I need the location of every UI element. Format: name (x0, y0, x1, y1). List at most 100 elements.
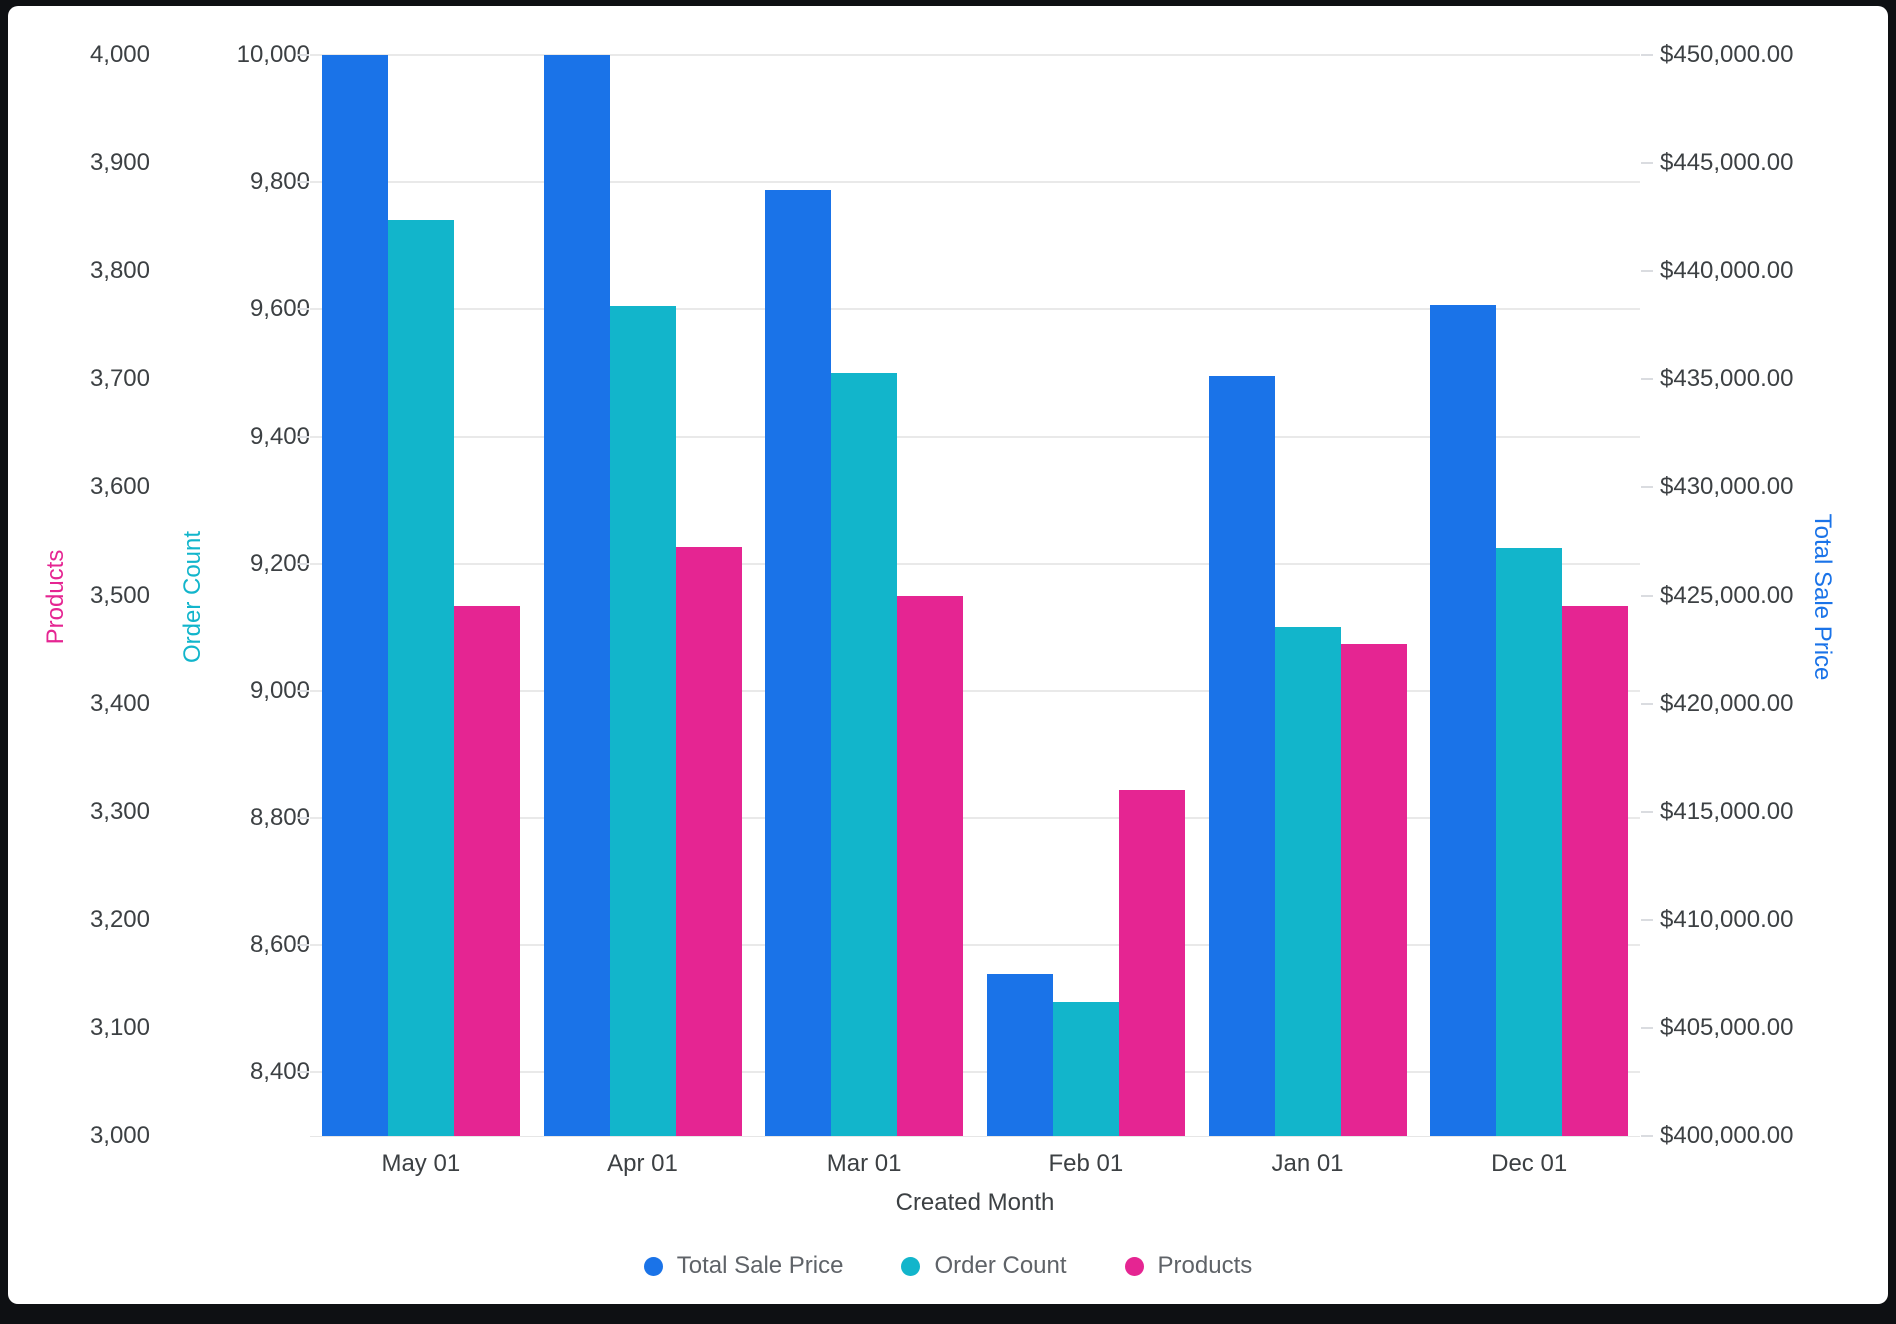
tick-label-orders: 8,800 (249, 804, 310, 832)
tick-label-products: 3,100 (89, 1013, 150, 1041)
tick-label-sale: $440,000.00 (1660, 257, 1794, 285)
tick-label-orders: 8,400 (249, 1058, 310, 1086)
tick-label-sale: $425,000.00 (1660, 581, 1794, 609)
tick-mark-sale (1641, 270, 1653, 273)
x-axis-title: Created Month (895, 1189, 1055, 1216)
tick-label-sale: $410,000.00 (1660, 905, 1794, 933)
gridline (310, 562, 1640, 565)
bar-products[interactable] (675, 546, 742, 1136)
legend-label: Total Sale Price (676, 1252, 844, 1279)
bar-products[interactable] (1340, 644, 1407, 1136)
tick-label-orders: 9,600 (249, 295, 310, 323)
tick-label-sale: $400,000.00 (1660, 1122, 1794, 1149)
tick-label-sale: $415,000.00 (1660, 797, 1794, 825)
bar-order-count[interactable] (1052, 1002, 1119, 1136)
tick-mark-orders (297, 308, 309, 311)
x-tick-label-feb-01: Feb 01 (1048, 1150, 1124, 1177)
tick-label-orders: 10,000 (236, 41, 310, 68)
bar-group-jan-01 (1197, 55, 1419, 1136)
bar-total-sale-price[interactable] (543, 55, 610, 1136)
bar-order-count[interactable] (831, 372, 898, 1136)
tick-label-products: 3,800 (89, 257, 150, 285)
tick-mark-sale (1641, 810, 1653, 813)
tick-label-products: 3,400 (89, 689, 150, 717)
legend-item-total-sale-price[interactable]: Total Sale Price (643, 1252, 844, 1280)
bar-group-mar-01 (753, 55, 975, 1136)
bar-group-dec-01 (1418, 55, 1640, 1136)
tick-mark-orders (297, 944, 309, 947)
bar-group-may-01 (310, 55, 532, 1136)
x-tick-label-jan-01: Jan 01 (1271, 1150, 1344, 1177)
bar-order-count[interactable] (1274, 627, 1341, 1136)
x-tick-label-dec-01: Dec 01 (1491, 1150, 1568, 1177)
legend-label: Products (1157, 1252, 1253, 1279)
bar-products[interactable] (1562, 606, 1629, 1136)
bars-layer (310, 55, 1640, 1136)
tick-label-sale: $430,000.00 (1660, 473, 1794, 501)
bar-total-sale-price[interactable] (986, 973, 1053, 1136)
gridline (310, 54, 1640, 56)
legend: Total Sale Price Order Count Products (0, 1252, 1896, 1280)
x-tick-label-may-01: May 01 (381, 1150, 461, 1177)
gridline (310, 1071, 1640, 1074)
bar-order-count[interactable] (387, 220, 454, 1136)
gridline (310, 944, 1640, 947)
tick-label-products: 3,900 (89, 149, 150, 177)
legend-item-products[interactable]: Products (1124, 1252, 1253, 1280)
tick-label-sale: $420,000.00 (1660, 689, 1794, 717)
tick-mark-sale (1641, 162, 1653, 165)
tick-mark-orders (297, 1071, 309, 1074)
tick-label-orders: 8,600 (249, 931, 310, 959)
tick-label-orders: 9,000 (249, 676, 310, 704)
bar-total-sale-price[interactable] (321, 55, 388, 1136)
tick-label-products: 3,300 (89, 797, 150, 825)
bar-total-sale-price[interactable] (1430, 304, 1497, 1136)
gridline (310, 435, 1640, 438)
tick-label-products: 3,500 (89, 581, 150, 609)
bar-order-count[interactable] (609, 306, 676, 1136)
bar-products[interactable] (897, 595, 964, 1136)
tick-mark-sale (1641, 1026, 1653, 1029)
bar-products[interactable] (453, 606, 520, 1136)
x-tick-label-apr-01: Apr 01 (607, 1150, 678, 1177)
tick-label-products: 3,200 (89, 905, 150, 933)
tick-mark-orders (297, 181, 309, 184)
tick-label-products: 3,700 (89, 365, 150, 393)
tick-mark-orders (297, 817, 309, 820)
tick-mark-sale (1641, 1135, 1653, 1137)
tick-mark-orders (297, 54, 309, 56)
tick-label-orders: 9,800 (249, 168, 310, 196)
legend-item-order-count[interactable]: Order Count (901, 1252, 1067, 1280)
tick-label-products: 3,600 (89, 473, 150, 501)
legend-dot-total-sale-price (643, 1256, 663, 1276)
tick-label-products: 3,000 (89, 1122, 150, 1149)
tick-label-orders: 9,200 (249, 549, 310, 577)
tick-label-sale: $450,000.00 (1660, 41, 1794, 68)
legend-dot-products (1124, 1256, 1144, 1276)
tick-label-products: 4,000 (89, 41, 150, 68)
tick-label-sale: $435,000.00 (1660, 365, 1794, 393)
gridline (310, 308, 1640, 311)
tick-mark-orders (297, 689, 309, 692)
x-tick-label-mar-01: Mar 01 (826, 1150, 902, 1177)
tick-mark-sale (1641, 702, 1653, 705)
bar-group-feb-01 (975, 55, 1197, 1136)
tick-label-sale: $445,000.00 (1660, 149, 1794, 177)
gridline (310, 817, 1640, 820)
gridline (310, 181, 1640, 184)
bar-total-sale-price[interactable] (765, 190, 832, 1136)
tick-mark-orders (297, 435, 309, 438)
bar-products[interactable] (1118, 790, 1185, 1136)
bar-group-apr-01 (532, 55, 754, 1136)
bar-total-sale-price[interactable] (1208, 376, 1275, 1136)
tick-mark-sale (1641, 594, 1653, 597)
tick-mark-sale (1641, 378, 1653, 381)
legend-dot-order-count (901, 1256, 921, 1276)
tick-mark-sale (1641, 918, 1653, 921)
gridline (310, 689, 1640, 692)
tick-label-orders: 9,400 (249, 422, 310, 450)
tick-mark-orders (297, 562, 309, 565)
bar-order-count[interactable] (1496, 547, 1563, 1136)
legend-label: Order Count (934, 1252, 1067, 1279)
